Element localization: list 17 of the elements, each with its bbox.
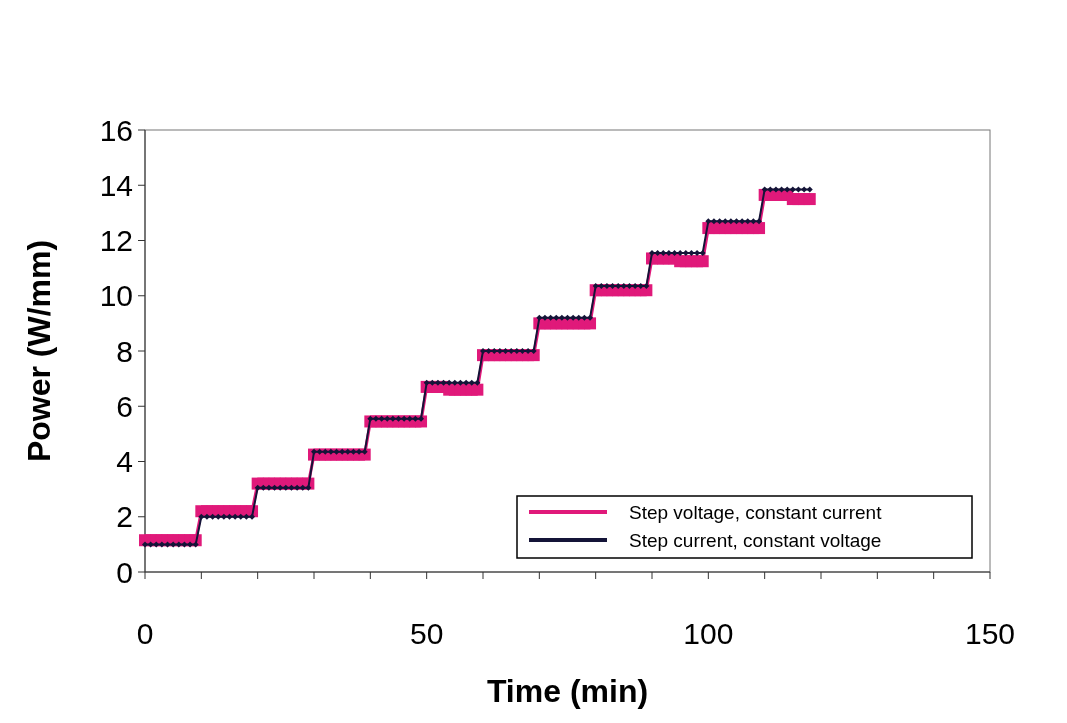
y-tick-label: 16 <box>99 113 133 147</box>
x-tick-label: 150 <box>964 617 1016 650</box>
legend-label: Step current, constant voltage <box>629 529 882 551</box>
y-axis-title: Power (W/mm) <box>21 239 57 463</box>
x-tick-label: 0 <box>136 617 154 650</box>
y-tick-label: 2 <box>116 500 133 534</box>
y-tick-label: 14 <box>99 168 133 202</box>
legend-label: Step voltage, constant current <box>629 501 883 523</box>
x-axis-title: Time (min) <box>486 673 649 709</box>
y-tick-label: 0 <box>116 555 133 589</box>
x-tick-label: 50 <box>409 617 444 650</box>
y-tick-label: 12 <box>99 224 133 257</box>
y-tick-label: 8 <box>116 334 133 368</box>
y-tick-label: 10 <box>99 279 133 313</box>
y-tick-label: 4 <box>116 445 133 478</box>
y-tick-label: 6 <box>116 389 133 423</box>
x-tick-label: 100 <box>683 617 734 650</box>
